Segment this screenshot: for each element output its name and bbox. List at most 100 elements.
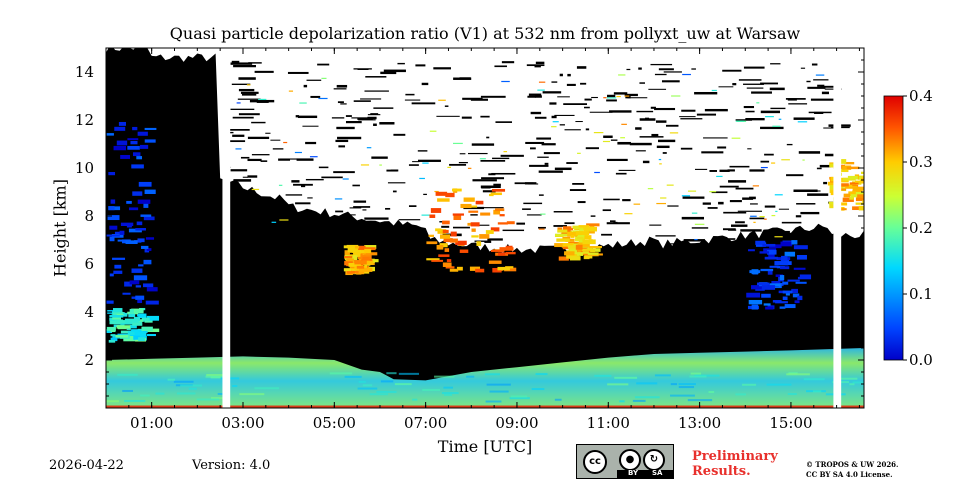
speckle bbox=[681, 195, 691, 197]
cirrus-0700-0900-cell bbox=[446, 259, 452, 263]
noise-streak bbox=[793, 189, 818, 192]
pbl-texture bbox=[670, 383, 678, 386]
noise-streak bbox=[577, 201, 586, 204]
upper-layer-1600-cell bbox=[838, 183, 849, 187]
cirrus-1000-cell bbox=[585, 229, 595, 234]
noise-streak bbox=[295, 115, 300, 118]
noise-streak bbox=[333, 171, 355, 174]
pbl-texture bbox=[510, 395, 528, 398]
cirrus-1000-cell bbox=[568, 241, 581, 246]
noise-streak bbox=[603, 198, 620, 201]
cirrus-1000-cell bbox=[565, 238, 575, 242]
blue-columns-1400-cell bbox=[765, 306, 774, 310]
speckle bbox=[731, 137, 741, 139]
speckle bbox=[781, 159, 790, 161]
blue-columns-1400-cell bbox=[780, 241, 793, 247]
cc-icon: cc bbox=[583, 450, 607, 474]
noise-streak bbox=[760, 82, 779, 85]
speckle bbox=[716, 175, 723, 178]
noise-streak bbox=[491, 172, 516, 175]
speckle bbox=[691, 212, 698, 214]
upper-layer-1600-cell bbox=[842, 165, 852, 170]
upper-layer-1600-cell bbox=[852, 206, 864, 211]
blue-column-early-cell bbox=[143, 202, 149, 208]
speckle bbox=[366, 147, 372, 149]
depol-patch-0530-cell bbox=[352, 270, 359, 274]
blue-column-early-cell bbox=[137, 238, 145, 243]
blue-column-early-cell bbox=[109, 273, 114, 277]
noise-streak bbox=[441, 225, 450, 228]
blue-columns-1400-cell bbox=[797, 295, 803, 301]
noise-streak bbox=[566, 83, 576, 86]
cirrus-1000-cell bbox=[564, 251, 575, 256]
noise-streak bbox=[230, 62, 253, 65]
noise-streak bbox=[405, 93, 415, 96]
cirrus-0700-0900-cell bbox=[452, 188, 462, 192]
noise-streak bbox=[461, 116, 472, 119]
noise-streak bbox=[719, 169, 730, 172]
noise-streak bbox=[691, 68, 696, 70]
elevated-layer-early-cell bbox=[115, 335, 129, 338]
blue-column-early-cell bbox=[109, 225, 118, 230]
noise-streak bbox=[417, 150, 428, 152]
upper-layer-1600-cell bbox=[848, 191, 856, 197]
sa-label: SA bbox=[652, 469, 663, 477]
noise-streak bbox=[798, 151, 821, 154]
speckle bbox=[658, 158, 662, 161]
noise-streak bbox=[408, 164, 419, 166]
noise-streak bbox=[638, 67, 642, 70]
by-label: BY bbox=[628, 469, 639, 477]
noise-streak bbox=[526, 64, 545, 67]
depol-patch-0530-cell bbox=[358, 245, 366, 250]
cc-license-badge[interactable]: cc ● ↻ BY SA bbox=[576, 444, 674, 479]
upper-layer-1600-cell bbox=[861, 177, 864, 182]
pbl-texture bbox=[173, 380, 194, 383]
cirrus-0700-0900-cell bbox=[476, 241, 482, 246]
blue-column-early-cell bbox=[129, 280, 140, 285]
noise-streak bbox=[746, 87, 764, 89]
colorbar-tick-label: 0.2 bbox=[909, 219, 933, 237]
speckle bbox=[258, 98, 267, 101]
cirrus-1000-cell bbox=[578, 225, 590, 228]
pbl-texture bbox=[678, 383, 696, 386]
noise-streak bbox=[537, 156, 549, 158]
elevated-layer-early-cell bbox=[109, 319, 123, 325]
speckle bbox=[624, 95, 630, 97]
noise-streak bbox=[580, 82, 587, 85]
blue-column-early-cell bbox=[113, 145, 126, 151]
cirrus-0700-0900-cell bbox=[490, 249, 504, 252]
pbl-texture bbox=[694, 374, 720, 377]
pbl-texture bbox=[443, 386, 453, 389]
pbl-texture bbox=[803, 378, 825, 381]
speckle bbox=[321, 77, 327, 79]
noise-streak bbox=[735, 221, 745, 224]
elevated-layer-early-cell bbox=[116, 313, 124, 316]
speckle bbox=[671, 95, 681, 97]
pbl-texture bbox=[619, 400, 625, 403]
cirrus-1000-cell bbox=[577, 242, 590, 247]
pbl-texture bbox=[670, 394, 695, 397]
noise-streak bbox=[307, 197, 313, 199]
noise-streak bbox=[576, 66, 587, 69]
speckle bbox=[279, 219, 289, 221]
noise-streak bbox=[480, 159, 506, 162]
depol-patch-0530 bbox=[343, 244, 379, 276]
noise-streak bbox=[639, 82, 645, 84]
cirrus-1000-cell bbox=[562, 246, 570, 250]
speckle bbox=[797, 121, 808, 123]
speckle bbox=[756, 102, 760, 104]
y-tick-label: 4 bbox=[84, 303, 94, 321]
noise-streak bbox=[823, 181, 828, 185]
noise-streak bbox=[336, 126, 355, 130]
blue-column-early-cell bbox=[143, 216, 155, 221]
blue-column-early-cell bbox=[122, 292, 131, 295]
noise-streak bbox=[534, 116, 547, 119]
noise-streak bbox=[357, 68, 369, 70]
noise-streak bbox=[778, 208, 790, 210]
cirrus-0700-0900-cell bbox=[442, 220, 450, 225]
cirrus-1000-cell bbox=[575, 244, 583, 250]
cirrus-1000-cell bbox=[586, 223, 600, 227]
noise-streak bbox=[449, 163, 467, 166]
noise-streak bbox=[364, 217, 389, 220]
noise-streak bbox=[654, 107, 676, 111]
